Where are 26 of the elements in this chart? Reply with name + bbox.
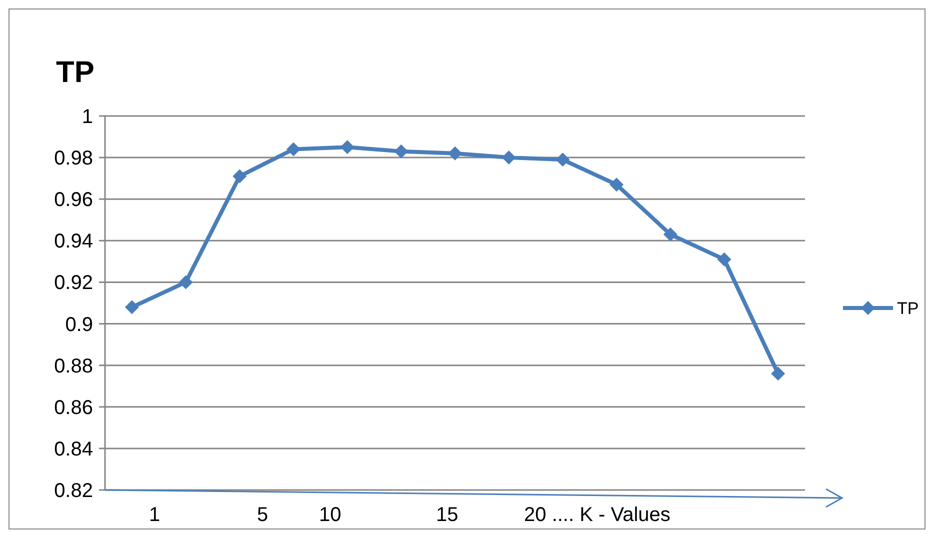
y-tick-label: 0.94 [54, 230, 93, 253]
point [232, 169, 247, 184]
text: 1 5 10 15 20 .... K - Values [149, 504, 670, 526]
point [771, 366, 786, 381]
legend-label: TP [897, 298, 919, 318]
y-tick-label: 0.92 [54, 272, 93, 294]
y-tick-label: 0.82 [54, 480, 93, 502]
y-tick-label: 1 [82, 106, 93, 128]
y-tick-label: 0.84 [54, 438, 93, 460]
point [610, 178, 624, 192]
chart-title: TP [56, 56, 94, 89]
point [556, 152, 570, 167]
point [663, 227, 678, 242]
point [286, 142, 300, 156]
y-tick-label: 0.98 [54, 148, 93, 170]
point [502, 150, 516, 165]
point [448, 146, 462, 160]
y-tick-label: 0.88 [54, 355, 93, 378]
y-tick-label: 0.96 [54, 189, 93, 212]
point [394, 144, 408, 158]
point [178, 275, 193, 290]
point [340, 140, 354, 154]
y-tick-label: 0.86 [54, 396, 93, 419]
point [124, 300, 139, 314]
point [717, 252, 732, 266]
y-tick-label: 0.9 [65, 314, 93, 336]
